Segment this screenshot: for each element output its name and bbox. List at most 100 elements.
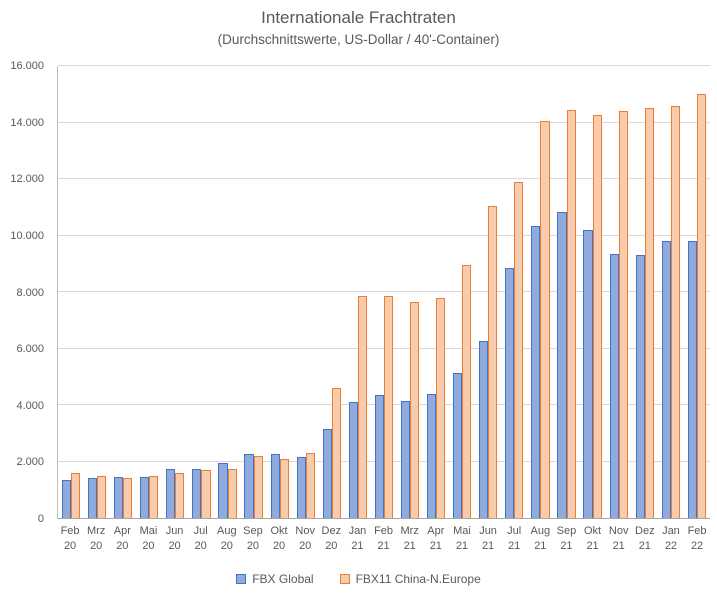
x-tick-label: Aug 21 — [527, 524, 553, 554]
bar-fbx-global — [374, 395, 384, 518]
x-tick-label: Nov 20 — [292, 524, 318, 554]
x-tick-year: 20 — [63, 540, 77, 552]
bar-fbx11-china-n-europe — [175, 472, 185, 518]
x-tick-label: Mai 21 — [449, 524, 475, 554]
plot-area — [57, 65, 710, 519]
x-tick-month: Jan — [348, 525, 367, 537]
bar-fbx11-china-n-europe — [201, 469, 211, 518]
y-tick-label: 6.000 — [16, 343, 44, 356]
bar-group-jun-21 — [475, 66, 501, 518]
x-tick-label: Dez 20 — [318, 524, 344, 554]
x-tick-label: Jan 21 — [344, 524, 370, 554]
x-tick-label: Apr 21 — [423, 524, 449, 554]
x-tick-year: 20 — [325, 540, 338, 552]
bar-fbx11-china-n-europe — [305, 453, 315, 518]
x-tick-year: 20 — [142, 540, 155, 552]
bar-group-okt-21 — [580, 66, 606, 518]
x-tick-month: Jan — [662, 525, 680, 537]
x-tick-month: Aug — [530, 525, 551, 537]
bar-group-mrz-21 — [397, 66, 423, 518]
gridline — [58, 291, 710, 292]
legend-item-fbx-global: FBX Global — [236, 572, 314, 586]
bar-fbx11-china-n-europe — [71, 472, 81, 518]
bar-fbx-global — [609, 253, 619, 518]
bar-fbx-global — [583, 229, 593, 518]
bar-fbx11-china-n-europe — [331, 388, 341, 518]
y-tick-label: 4.000 — [16, 399, 44, 412]
x-tick-month: Feb — [60, 525, 80, 537]
x-tick-month: Okt — [584, 525, 602, 537]
bar-fbx11-china-n-europe — [357, 296, 368, 518]
bar-fbx-global — [61, 479, 72, 518]
bar-fbx11-china-n-europe — [123, 478, 133, 518]
bar-fbx11-china-n-europe — [279, 458, 289, 518]
x-tick-label: Nov 21 — [606, 524, 632, 554]
legend-label-fbx11-china-n-europe: FBX11 China-N.Europe — [355, 572, 481, 586]
x-tick-month: Mai — [139, 525, 158, 537]
bar-fbx-global — [557, 211, 567, 518]
x-tick-label: Okt 21 — [580, 524, 606, 554]
x-tick-label: Apr 20 — [109, 524, 135, 554]
bar-fbx11-china-n-europe — [227, 468, 237, 518]
x-tick-month: Jul — [193, 525, 208, 537]
x-tick-month: Apr — [113, 525, 131, 537]
bar-fbx11-china-n-europe — [670, 105, 680, 518]
bar-fbx-global — [87, 478, 98, 518]
bar-fbx-global — [218, 462, 228, 518]
x-tick-label: Aug 20 — [214, 524, 240, 554]
x-axis: Feb 20 Mrz 20 Apr 20 Mai 20 Jun 20 Jul 20 Aug 20 Sep 20… — [57, 524, 710, 554]
bar-fbx-global — [140, 477, 150, 518]
bar-fbx11-china-n-europe — [253, 455, 263, 518]
x-tick-year: 21 — [351, 540, 364, 552]
bar-group-apr-21 — [423, 66, 449, 518]
x-tick-year: 20 — [246, 540, 260, 552]
bar-group-sep-20 — [241, 66, 267, 518]
x-tick-month: Nov — [608, 525, 629, 537]
bar-group-nov-20 — [293, 66, 319, 518]
bar-fbx11-china-n-europe — [696, 94, 707, 518]
bar-fbx-global — [192, 468, 202, 518]
x-tick-label: Jan 22 — [658, 524, 684, 554]
x-tick-year: 20 — [168, 540, 181, 552]
gridline — [58, 234, 710, 236]
x-tick-label: Mrz 21 — [397, 524, 423, 554]
y-tick-label: 2.000 — [16, 456, 44, 469]
x-tick-year: 20 — [194, 540, 207, 552]
x-tick-month: Feb — [374, 525, 394, 537]
x-tick-label: Feb 20 — [57, 524, 83, 554]
bar-fbx-global — [453, 372, 463, 518]
x-tick-month: Dez — [321, 525, 342, 537]
chart-title: Internationale Frachtraten — [261, 8, 456, 27]
x-tick-month: Feb — [687, 525, 707, 537]
bar-fbx11-china-n-europe — [488, 205, 498, 518]
bar-fbx-global — [427, 393, 437, 518]
bar-fbx-global — [531, 225, 541, 518]
bar-group-feb-22 — [684, 66, 710, 518]
x-tick-month: Jun — [479, 525, 497, 537]
bar-group-jan-22 — [658, 66, 684, 518]
gridline — [58, 65, 710, 66]
bar-fbx-global — [661, 241, 671, 518]
x-tick-year: 21 — [560, 540, 573, 552]
bar-group-okt-20 — [267, 66, 293, 518]
chart-subtitle: (Durchschnittswerte, US-Dollar / 40'-Con… — [217, 32, 500, 47]
bar-groups — [58, 66, 710, 518]
x-tick-month: Dez — [635, 525, 655, 537]
bar-group-sep-21 — [553, 66, 579, 518]
x-tick-year: 22 — [664, 540, 678, 552]
x-tick-year: 21 — [508, 540, 521, 552]
bar-fbx11-china-n-europe — [644, 108, 654, 518]
bar-group-aug-20 — [214, 66, 240, 518]
x-tick-year: 21 — [612, 540, 625, 552]
x-tick-year: 21 — [534, 540, 547, 552]
legend-swatch-fbx11-china-n-europe — [339, 574, 350, 584]
x-tick-month: Apr — [427, 525, 445, 537]
x-tick-year: 21 — [429, 540, 442, 552]
x-tick-month: Sep — [556, 525, 577, 537]
bar-fbx-global — [322, 429, 332, 518]
x-tick-year: 21 — [481, 540, 495, 552]
y-axis: 0 2.000 4.000 6.000 8.000 10.000 12.000 14.000 1… — [0, 60, 52, 525]
bar-group-apr-20 — [110, 66, 136, 518]
x-tick-label: Feb 21 — [371, 524, 397, 554]
